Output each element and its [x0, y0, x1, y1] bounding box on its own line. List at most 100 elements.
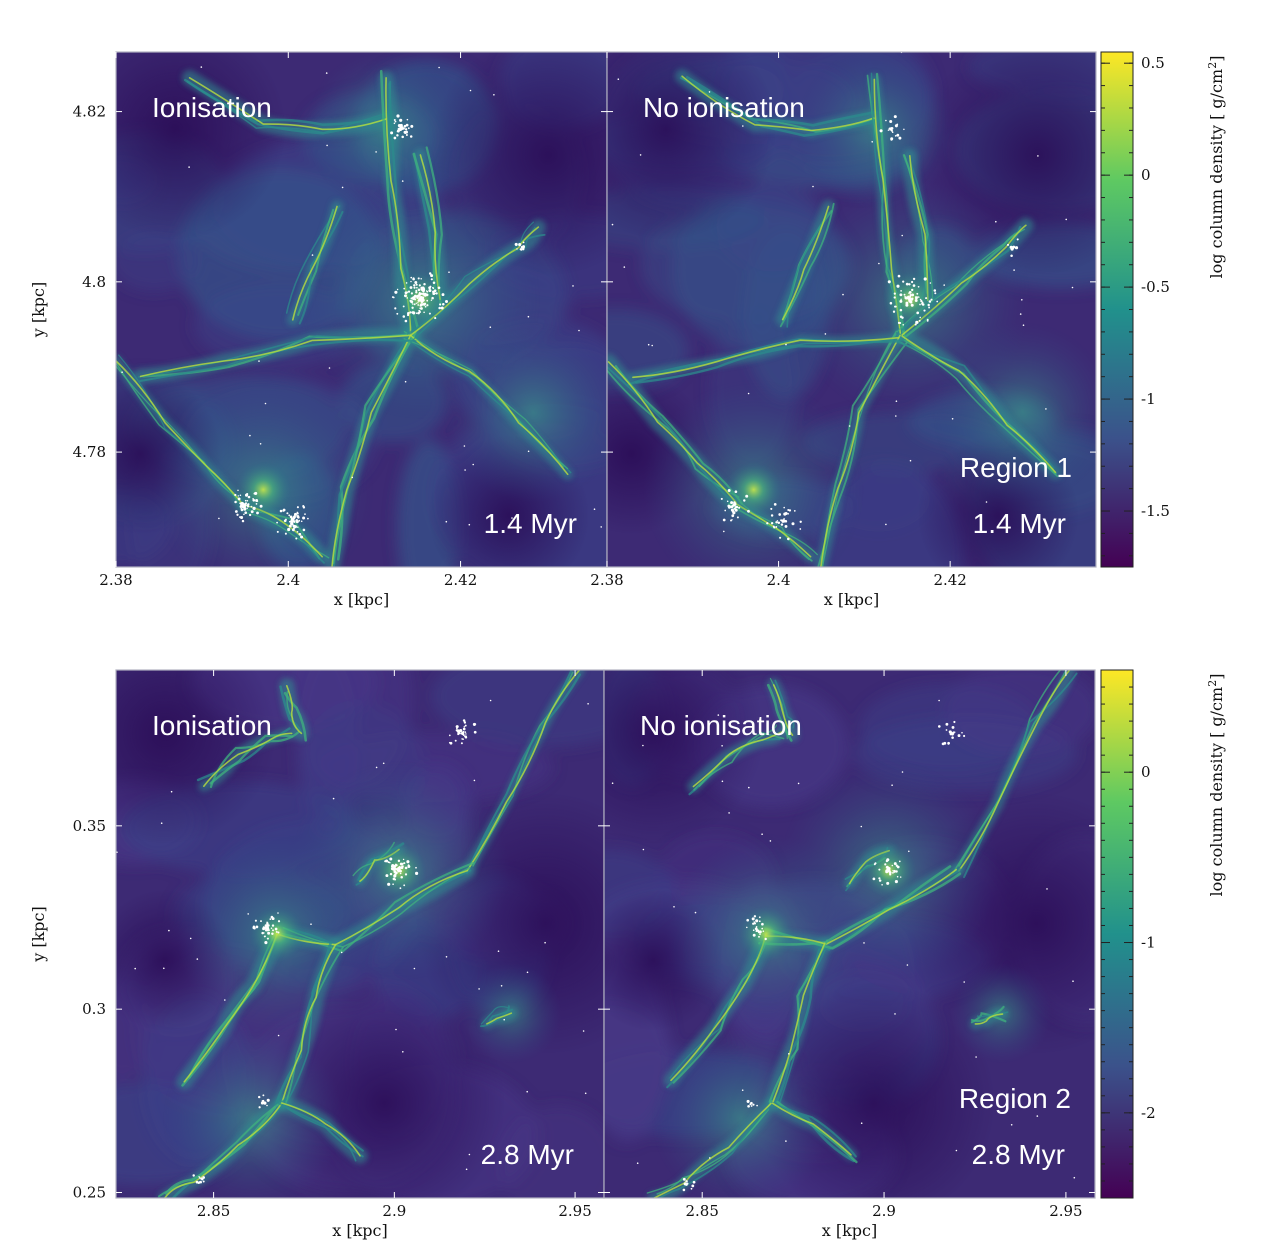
- x-tick-label: 2.4: [276, 571, 300, 589]
- filament: [970, 1012, 1007, 1024]
- x-tick-label: 2.9: [382, 1202, 406, 1220]
- filament: [614, 365, 743, 505]
- filament: [157, 1099, 285, 1198]
- colorbar-tick-label: -1.5: [1141, 502, 1170, 520]
- y-tick-label: 4.8: [82, 273, 106, 291]
- star-particles: [611, 699, 1076, 1192]
- filament: [488, 1008, 513, 1023]
- filament: [766, 683, 793, 742]
- colorbar-ticks: [1101, 669, 1133, 1199]
- filament: [775, 948, 821, 1104]
- y-axis-label: y [kpc]: [29, 906, 48, 963]
- filament: [634, 336, 899, 384]
- x-axis-label: x [kpc]: [334, 590, 390, 609]
- x-tick-label: 2.85: [685, 1202, 718, 1220]
- filament: [639, 338, 906, 378]
- colorbar: [1100, 51, 1134, 568]
- filament: [297, 208, 335, 316]
- filament: [657, 1106, 770, 1198]
- filament: [963, 672, 1078, 879]
- colorbar-tick-label: 0: [1141, 763, 1151, 781]
- tick-marks: [604, 670, 1095, 1198]
- filament: [607, 365, 740, 509]
- x-tick-label: 2.95: [1049, 1202, 1082, 1220]
- colorbar: [1100, 669, 1134, 1199]
- run-label: No ionisation: [640, 710, 802, 741]
- region-label: Region 1: [960, 452, 1072, 483]
- filament: [779, 202, 835, 328]
- time-label: 1.4 Myr: [484, 508, 577, 539]
- x-tick-label: 2.42: [444, 571, 477, 589]
- x-tick-label: 2.4: [767, 571, 791, 589]
- filament: [403, 338, 569, 470]
- x-axis-label: x [kpc]: [824, 590, 880, 609]
- x-tick-label: 2.95: [558, 1202, 591, 1220]
- filament: [773, 1103, 857, 1158]
- y-tick-label: 0.25: [73, 1184, 106, 1202]
- colorbar-ticks: [1101, 62, 1133, 557]
- filament: [118, 354, 246, 508]
- x-tick-label: 2.85: [197, 1202, 230, 1220]
- filament: [774, 679, 795, 729]
- density-panel-ionisation-row-2: [116, 670, 604, 1198]
- y-tick-label: 0.35: [73, 817, 106, 835]
- filament: [116, 361, 240, 500]
- colorbar-label: log column density [ g/cm2]: [1206, 56, 1226, 279]
- colorbar-tick-label: 0.5: [1141, 54, 1165, 72]
- filament: [685, 76, 882, 137]
- colorbar-tick-label: -2: [1141, 1104, 1156, 1122]
- run-label: Ionisation: [152, 92, 272, 123]
- colorbar-tick-label: 0: [1141, 166, 1151, 184]
- filament: [679, 76, 878, 127]
- colorbar-tick-label: -0.5: [1141, 278, 1170, 296]
- time-label: 2.8 Myr: [481, 1139, 574, 1170]
- star-particles: [121, 66, 602, 540]
- density-panel-no-ionisation-row-2: [604, 670, 1095, 1198]
- density-panel-ionisation-row-1: [116, 52, 607, 567]
- y-tick-label: 4.78: [73, 443, 106, 461]
- x-tick-label: 2.38: [590, 571, 623, 589]
- tick-marks: [115, 52, 607, 567]
- filament: [903, 338, 1057, 475]
- panel-frame: [606, 51, 1097, 568]
- filament: [480, 1005, 510, 1028]
- run-label: No ionisation: [643, 92, 805, 123]
- filament: [279, 685, 302, 733]
- filament: [896, 341, 1055, 469]
- axes-layer: 2.38 2.4 2.42 x [kpc] Ionisation 1.4 Myr 2.38 2…: [29, 52, 1096, 1240]
- tick-marks: [116, 670, 604, 1198]
- colorbar-tick-label: -1: [1141, 390, 1156, 408]
- x-axis-label: x [kpc]: [332, 1221, 388, 1240]
- filament: [332, 335, 416, 565]
- x-axis-label: x [kpc]: [822, 1221, 878, 1240]
- colorbar-label: log column density [ g/cm2]: [1206, 674, 1226, 897]
- filament: [403, 336, 572, 474]
- filament: [821, 330, 897, 567]
- filament: [298, 210, 344, 325]
- run-label: Ionisation: [152, 710, 272, 741]
- region-label: Region 2: [959, 1083, 1071, 1114]
- filament: [656, 1100, 773, 1195]
- filament: [480, 1006, 510, 1025]
- filament: [191, 84, 393, 134]
- filament: [895, 339, 1059, 478]
- colorbar-tick-label: -1: [1141, 934, 1156, 952]
- filament: [282, 946, 335, 1109]
- x-tick-label: 2.38: [99, 571, 132, 589]
- tick-marks: [606, 52, 1096, 567]
- filament: [465, 670, 573, 875]
- density-map-layer: [115, 51, 1097, 1199]
- colorbar-layer: 0.5 0 -0.5 -1 -1.5 log column density [ g/cm2…: [1100, 51, 1226, 1199]
- filament: [282, 866, 471, 948]
- filament: [286, 1107, 357, 1162]
- time-label: 1.4 Myr: [973, 508, 1066, 539]
- filament: [283, 691, 307, 742]
- density-panel-no-ionisation-row-1: [607, 52, 1096, 567]
- star-particles: [611, 52, 1074, 541]
- panel-frame: [603, 669, 1096, 1199]
- filament: [412, 152, 438, 295]
- y-axis-label: y [kpc]: [29, 282, 48, 339]
- y-tick-label: 0.3: [82, 1000, 106, 1018]
- star-particles: [116, 699, 589, 1185]
- x-tick-label: 2.42: [933, 571, 966, 589]
